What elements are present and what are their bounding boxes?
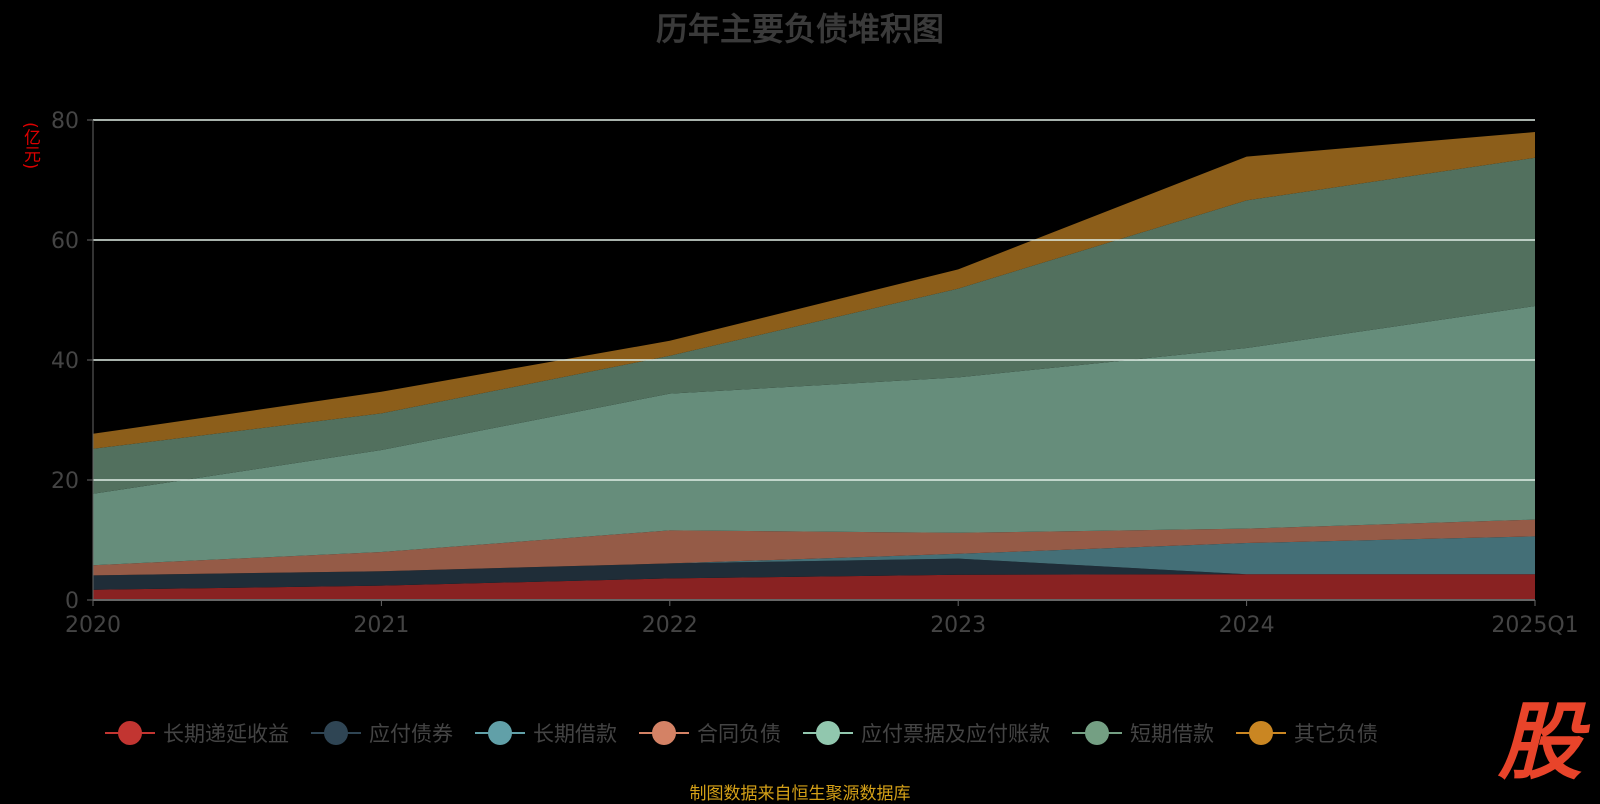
legend-label: 长期借款 [533, 722, 617, 746]
legend-item[interactable]: 长期借款 [475, 718, 617, 748]
legend: 长期递延收益 应付债券 长期借款 合同负债 应付票据及应付账款 短期借款 其它负债 [105, 718, 1378, 748]
stacked-area-chart: 0 20 40 60 80 2020 2021 2022 2023 2024 2025Q1 [51, 109, 1579, 638]
x-tick-label: 2024 [1219, 613, 1275, 638]
area-1 [93, 558, 1535, 590]
legend-marker-icon [1072, 721, 1122, 745]
y-tick-label: 0 [65, 589, 79, 614]
legend-marker-icon [475, 721, 525, 745]
x-tick-label: 2020 [65, 613, 121, 638]
legend-marker-icon [803, 721, 853, 745]
y-tick-label: 60 [51, 229, 79, 254]
area-5 [93, 157, 1535, 494]
y-axis-unit: (亿元) [20, 122, 40, 170]
legend-item[interactable]: 其它负债 [1236, 718, 1378, 748]
legend-label: 合同负债 [697, 722, 781, 746]
legend-item[interactable]: 合同负债 [639, 718, 781, 748]
legend-marker-icon [311, 721, 361, 745]
legend-item[interactable]: 应付票据及应付账款 [803, 718, 1050, 748]
legend-label: 应付票据及应付账款 [861, 722, 1050, 746]
legend-label: 长期递延收益 [163, 722, 289, 746]
source-note: 制图数据来自恒生聚源数据库 [689, 784, 911, 804]
x-tick-label: 2022 [642, 613, 698, 638]
area-0 [93, 574, 1535, 600]
logo: 股 [1497, 693, 1582, 791]
area-2 [93, 536, 1535, 576]
legend-marker-icon [1236, 721, 1286, 745]
y-tick-label: 20 [51, 469, 79, 494]
legend-item[interactable]: 长期递延收益 [105, 718, 289, 748]
chart-title: 历年主要负债堆积图 [655, 10, 944, 48]
y-tick-label: 40 [51, 349, 79, 374]
legend-label: 应付债券 [369, 722, 453, 746]
legend-marker-icon [105, 721, 155, 745]
x-tick-label: 2023 [930, 613, 986, 638]
area-3 [93, 519, 1535, 576]
x-tick-label: 2021 [353, 613, 409, 638]
legend-item[interactable]: 应付债券 [311, 718, 453, 748]
legend-item[interactable]: 短期借款 [1072, 718, 1214, 748]
x-tick-label: 2025Q1 [1491, 613, 1578, 638]
legend-label: 其它负债 [1294, 722, 1378, 746]
y-tick-label: 80 [51, 109, 79, 134]
area-6 [93, 132, 1535, 449]
legend-label: 短期借款 [1130, 722, 1214, 746]
area-4 [93, 306, 1535, 566]
legend-marker-icon [639, 721, 689, 745]
